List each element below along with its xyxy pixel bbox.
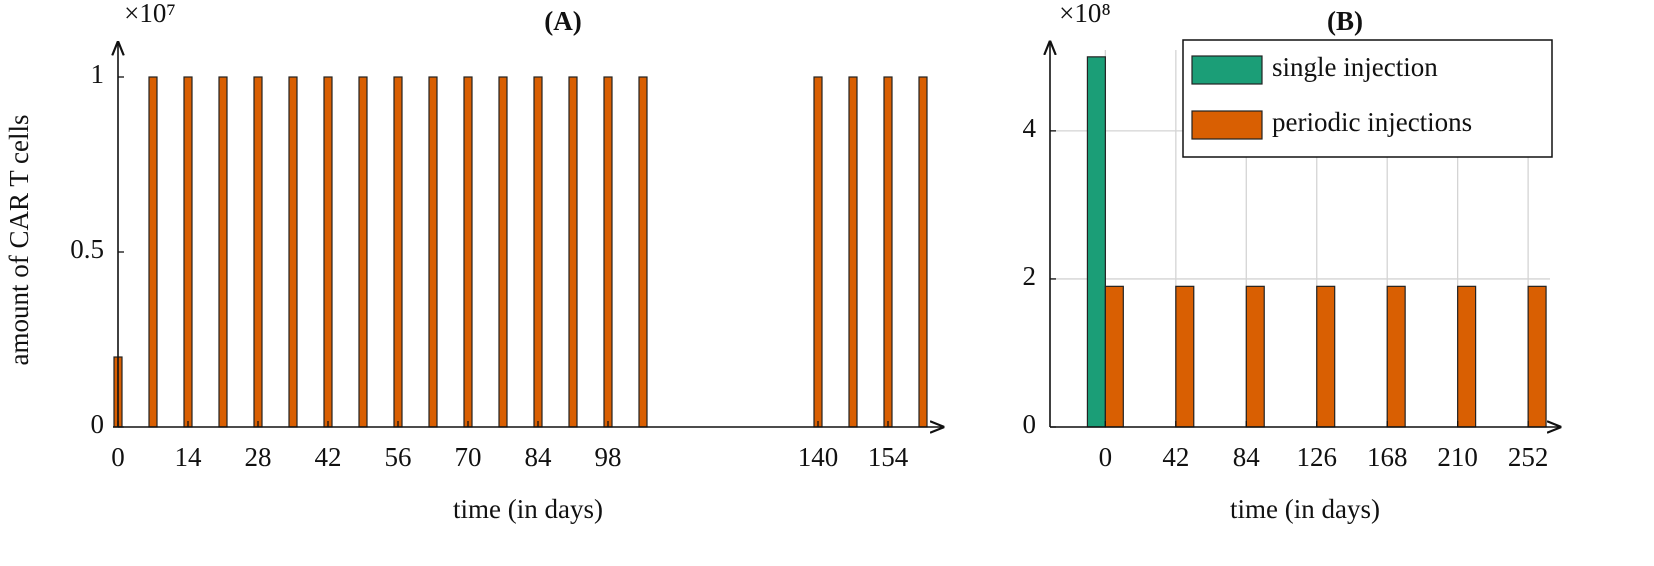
x-tick-label: 42 <box>315 442 342 472</box>
bar <box>1527 285 1547 428</box>
axis-multiplier: ×10⁸ <box>1059 0 1111 28</box>
bar <box>393 76 403 428</box>
y-tick-label: 1 <box>91 59 105 89</box>
x-axis-label: time (in days) <box>1230 494 1380 524</box>
x-tick-label: 168 <box>1367 442 1408 472</box>
bar <box>603 76 613 428</box>
bar <box>1457 285 1477 428</box>
bar <box>848 76 858 428</box>
bar <box>428 76 438 428</box>
x-tick-label: 56 <box>385 442 412 472</box>
y-axis-label: amount of CAR T cells <box>4 115 34 366</box>
bar <box>1175 285 1195 428</box>
bar <box>358 76 368 428</box>
bar <box>533 76 543 428</box>
bar <box>1104 285 1124 428</box>
axis-multiplier: ×10⁷ <box>124 0 176 28</box>
bar <box>1316 285 1336 428</box>
x-tick-label: 28 <box>245 442 272 472</box>
x-axis-label: time (in days) <box>453 494 603 524</box>
bar <box>183 76 193 428</box>
x-tick-label: 0 <box>1099 442 1113 472</box>
bar <box>918 76 928 428</box>
x-tick-label: 140 <box>798 442 839 472</box>
y-tick-label: 0.5 <box>70 234 104 264</box>
x-tick-label: 126 <box>1296 442 1337 472</box>
bar <box>288 76 298 428</box>
bar <box>568 76 578 428</box>
x-tick-label: 84 <box>1233 442 1261 472</box>
legend-swatch <box>1191 110 1263 140</box>
x-tick-label: 84 <box>525 442 553 472</box>
bar <box>498 76 508 428</box>
bar <box>883 76 893 428</box>
legend-swatch <box>1191 55 1263 85</box>
bar <box>1086 56 1106 428</box>
bar <box>638 76 648 428</box>
bar <box>148 76 158 428</box>
legend-label: periodic injections <box>1272 107 1472 137</box>
bar <box>323 76 333 428</box>
bar <box>218 76 228 428</box>
bar <box>463 76 473 428</box>
x-tick-label: 154 <box>868 442 909 472</box>
y-tick-label: 2 <box>1023 261 1037 291</box>
bar <box>253 76 263 428</box>
y-tick-label: 4 <box>1023 113 1037 143</box>
legend-label: single injection <box>1272 52 1438 82</box>
x-tick-label: 70 <box>455 442 482 472</box>
x-tick-label: 0 <box>111 442 125 472</box>
x-tick-label: 252 <box>1508 442 1549 472</box>
x-tick-label: 14 <box>175 442 203 472</box>
bar <box>1386 285 1406 428</box>
x-tick-label: 42 <box>1162 442 1189 472</box>
x-tick-label: 98 <box>595 442 622 472</box>
bar <box>1245 285 1265 428</box>
chart-title: (A) <box>544 6 581 36</box>
y-tick-label: 0 <box>1023 409 1037 439</box>
bar <box>813 76 823 428</box>
y-tick-label: 0 <box>91 409 105 439</box>
x-tick-label: 210 <box>1437 442 1478 472</box>
chart-title: (B) <box>1327 6 1363 36</box>
